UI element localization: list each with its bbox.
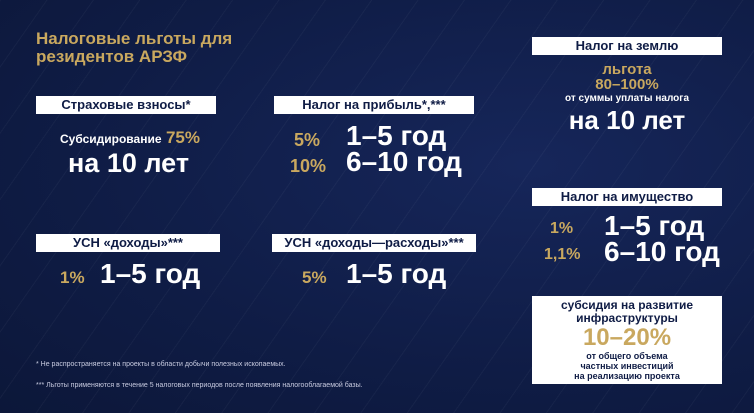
insurance-term: на 10 лет <box>68 148 190 178</box>
land-label: Налог на землю <box>532 37 722 55</box>
footnote-2: *** Льготы применяются в течение 5 налог… <box>36 382 363 389</box>
infra-subsidy-card: субсидия на развитие инфраструктуры 10–2… <box>532 296 722 384</box>
footnote-1: * Не распространяется на проекты в облас… <box>36 361 286 368</box>
infra-line-4: частных инвестиций <box>580 361 674 371</box>
insurance-subsidy-pct: 75% <box>165 128 200 147</box>
insurance-label: Страховые взносы* <box>36 96 216 114</box>
infra-line-1: субсидия на развитие <box>560 298 694 312</box>
infra-line-2: инфраструктуры <box>576 311 678 325</box>
usn-income-term: 1–5 год <box>100 258 201 289</box>
property-pct-2: 1,1% <box>544 246 581 263</box>
insurance-subsidy-text: Субсидирование <box>60 132 162 146</box>
usn-income-expense-label: УСН «доходы—расходы»*** <box>272 234 476 252</box>
property-label: Налог на имущество <box>532 188 722 206</box>
infra-pct: 10–20% <box>582 324 672 351</box>
property-pct-1: 1% <box>550 220 574 237</box>
land-benefit: льгота 80–100% от суммы уплаты налога на… <box>532 62 722 136</box>
property-term-1: 1–5 год <box>604 210 705 241</box>
profit-term-1: 1–5 год <box>346 120 447 151</box>
insurance-subsidy-line: Субсидирование 75% <box>60 128 200 148</box>
usn-income-label: УСН «доходы»*** <box>36 234 220 252</box>
usn-income-pct: 1% <box>60 268 85 287</box>
usn-income-expense-pct: 5% <box>302 268 327 287</box>
profit-label: Налог на прибыль*,*** <box>274 96 474 114</box>
title-line-2: резидентов АРЗФ <box>36 47 188 66</box>
profit-pct-2: 10% <box>290 156 327 176</box>
property-term-2: 6–10 год <box>604 236 720 267</box>
infra-line-3: от общего объема <box>586 351 668 361</box>
usn-income-expense-term: 1–5 год <box>346 258 447 289</box>
title-line-1: Налоговые льготы для <box>36 29 233 48</box>
land-benefit-pct: 80–100% <box>595 76 659 93</box>
profit-pct-1: 5% <box>294 130 321 150</box>
page-title: Налоговые льготы для резидентов АРЗФ <box>36 30 232 66</box>
land-benefit-word: льгота <box>602 61 652 78</box>
land-term: на 10 лет <box>568 105 686 135</box>
land-benefit-note: от суммы уплаты налога <box>564 93 690 104</box>
infra-line-5: на реализацию проекта <box>574 371 680 381</box>
profit-term-2: 6–10 год <box>346 146 462 177</box>
